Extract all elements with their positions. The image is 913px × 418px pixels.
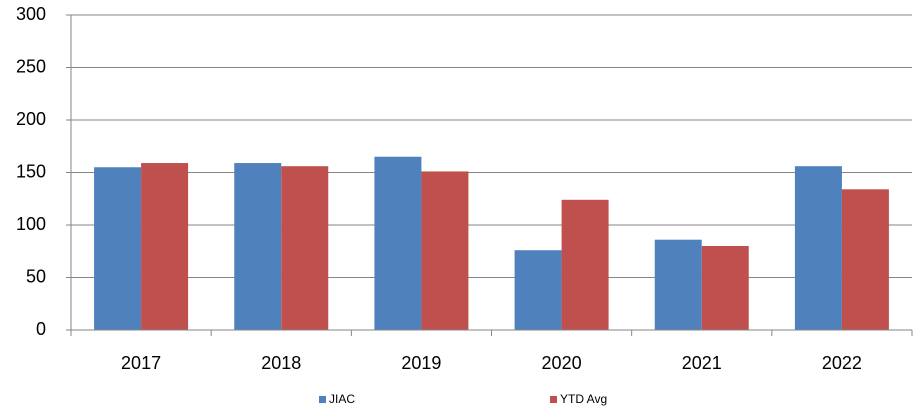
bar [561, 199, 609, 330]
bar [141, 163, 189, 330]
bar [94, 167, 142, 330]
bar [421, 171, 469, 330]
x-tick-label: 2017 [121, 353, 161, 373]
bar [654, 239, 702, 330]
legend-label: JIAC [329, 392, 355, 406]
y-tick-label: 50 [26, 266, 46, 286]
x-tick-label: 2021 [682, 353, 722, 373]
y-tick-label: 0 [36, 319, 46, 339]
bar [841, 189, 889, 330]
legend-swatch [319, 396, 326, 403]
bar [794, 166, 842, 330]
y-tick-label: 300 [16, 4, 46, 24]
y-tick-label: 100 [16, 214, 46, 234]
x-tick-label: 2020 [542, 353, 582, 373]
bar [234, 163, 282, 330]
bar [514, 250, 562, 330]
y-tick-label: 250 [16, 56, 46, 76]
y-tick-label: 150 [16, 161, 46, 181]
x-tick-label: 2019 [401, 353, 441, 373]
bar [374, 156, 422, 330]
legend-label: YTD Avg [560, 392, 607, 406]
x-tick-label: 2018 [261, 353, 301, 373]
bar [281, 166, 329, 330]
x-tick-label: 2022 [822, 353, 862, 373]
bar [701, 246, 749, 330]
y-tick-label: 200 [16, 109, 46, 129]
legend-swatch [550, 396, 557, 403]
